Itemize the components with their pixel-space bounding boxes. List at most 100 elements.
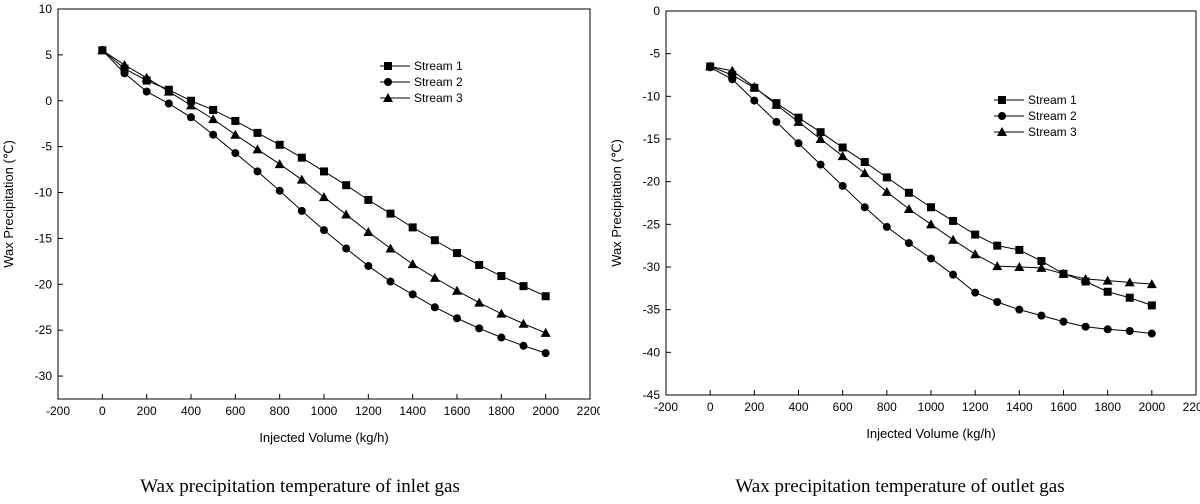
x-tick-label: 800 (877, 400, 897, 414)
data-point (971, 230, 980, 239)
data-point (1125, 293, 1134, 302)
legend: Stream 1 Stream 2 Stream 3 (994, 93, 1077, 139)
data-point (364, 261, 373, 270)
data-point (904, 239, 913, 248)
data-point (475, 261, 484, 270)
data-point (453, 314, 461, 323)
data-point (1147, 329, 1156, 338)
outlet-gas-chart-panel: -200 0 200 400 600 800 1000 1200 1400 1600 1800 200… (600, 0, 1200, 504)
data-point (949, 216, 958, 225)
data-point (750, 96, 759, 105)
legend-marker (997, 127, 1007, 136)
data-point (1124, 277, 1135, 287)
data-point (407, 259, 418, 269)
data-point (816, 128, 825, 137)
y-axis-label: Wax Precipitation (℃) (609, 139, 624, 267)
data-point (386, 277, 395, 286)
data-point (208, 114, 219, 124)
data-point (519, 341, 528, 350)
data-point (231, 116, 240, 125)
data-point (274, 159, 285, 169)
data-point (1014, 262, 1025, 271)
y-tick-label: 10 (39, 2, 53, 16)
data-point (859, 168, 870, 178)
data-point (452, 285, 462, 295)
data-point (297, 153, 306, 162)
data-point (231, 149, 240, 158)
data-point (97, 45, 108, 55)
y-tick-label: -30 (643, 260, 661, 274)
y-tick-label: -15 (643, 132, 661, 146)
x-axis-label: Injected Volume (kg/h) (866, 426, 995, 441)
data-point (838, 181, 847, 190)
data-point (363, 226, 374, 236)
data-point (727, 65, 738, 75)
data-point (1015, 245, 1024, 254)
data-point (1059, 317, 1068, 326)
data-point (772, 117, 781, 126)
data-point (275, 186, 284, 195)
data-point (970, 249, 981, 259)
x-tick-label: 1800 (1094, 400, 1121, 414)
y-tick-label: 5 (45, 48, 52, 62)
legend-marker (998, 96, 1006, 104)
x-tick-label: 1400 (399, 404, 426, 418)
data-point (386, 209, 395, 218)
data-point (882, 222, 891, 231)
y-tick-label: -45 (643, 388, 661, 402)
data-point (429, 272, 440, 282)
data-point (142, 87, 151, 96)
y-tick-label: -15 (35, 231, 53, 245)
y-tick-label: -25 (35, 323, 53, 337)
y-tick-label: -25 (643, 217, 661, 231)
y-tick-label: -40 (643, 345, 661, 359)
data-point (209, 105, 218, 114)
x-tick-label: 1000 (918, 400, 945, 414)
x-tick-label: 800 (270, 404, 290, 418)
x-tick-label: 1200 (355, 404, 382, 418)
data-point (475, 324, 484, 333)
data-point (816, 160, 825, 169)
data-point (993, 297, 1002, 306)
data-point (949, 270, 958, 279)
data-point (275, 140, 284, 149)
data-point (319, 192, 329, 202)
data-point (1103, 325, 1112, 334)
data-point (728, 71, 737, 79)
data-point (881, 186, 892, 196)
data-point (342, 244, 351, 253)
data-point (1081, 322, 1090, 331)
inlet-gas-chart: -200 0 200 400 600 800 1000 1200 1400 1600 1800 200… (1, 2, 600, 445)
y-tick-label: -20 (643, 175, 661, 189)
x-tick-label: 2000 (532, 404, 559, 418)
data-point (186, 100, 196, 110)
data-point (120, 69, 129, 78)
data-point (705, 61, 716, 71)
data-point (252, 144, 263, 154)
x-tick-label: 1200 (962, 400, 989, 414)
legend: Stream 1 Stream 2 Stream 3 (380, 59, 463, 105)
data-point (1080, 273, 1091, 283)
y-tick-label: -10 (35, 186, 53, 200)
data-point (320, 167, 328, 176)
data-point (408, 290, 417, 299)
data-point (474, 297, 485, 307)
data-point (341, 209, 352, 219)
data-point (1146, 279, 1157, 289)
data-point (793, 116, 804, 126)
series-1 (706, 62, 1156, 310)
data-point (837, 151, 848, 161)
chart-caption: Wax precipitation temperature of inlet g… (140, 476, 460, 497)
data-point (1102, 275, 1113, 285)
data-point (971, 288, 980, 297)
y-tick-label: -5 (649, 47, 660, 61)
data-point (860, 158, 869, 167)
data-point (230, 129, 241, 139)
legend-marker (384, 78, 392, 86)
data-point (541, 292, 550, 301)
data-point (1103, 287, 1112, 296)
series-line (101, 49, 546, 354)
data-point (297, 206, 306, 215)
data-point (1037, 257, 1046, 266)
